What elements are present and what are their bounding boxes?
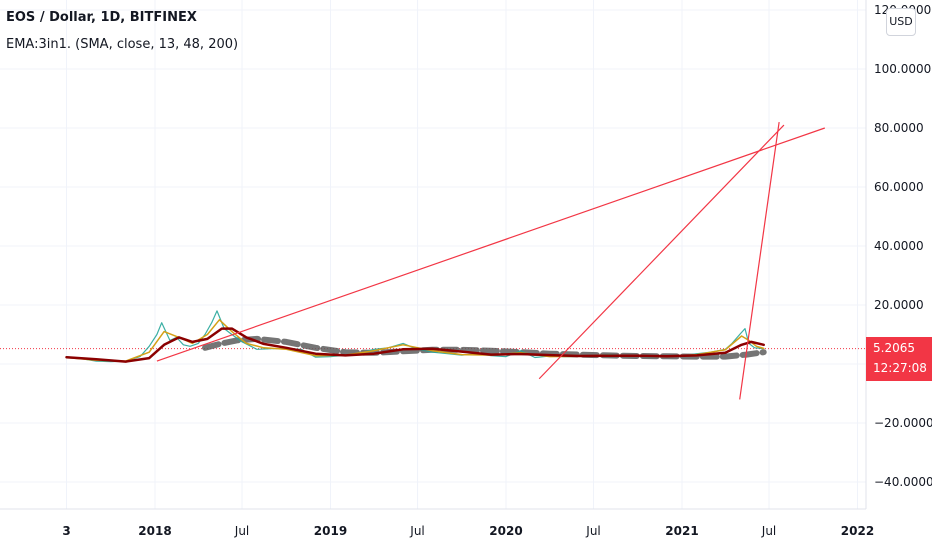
- time-axis-tick: Jul: [234, 524, 249, 538]
- time-axis-tick: 3: [62, 524, 70, 538]
- price-axis-tick: 80.0000: [874, 121, 924, 135]
- price-axis-tick: 40.0000: [874, 239, 924, 253]
- last-price-value: 5.2065: [873, 341, 915, 355]
- time-axis-tick: 2021: [665, 524, 698, 538]
- trendline-2[interactable]: [538, 124, 785, 380]
- trendline-1[interactable]: [156, 127, 826, 362]
- trendlines[interactable]: [156, 122, 826, 400]
- last-price-label: 5.2065 12:27:08: [866, 337, 932, 381]
- chart-grid: [0, 0, 866, 509]
- bar-countdown: 12:27:08: [873, 361, 927, 375]
- time-axis-tick: 2020: [489, 524, 522, 538]
- time-axis-tick: Jul: [761, 524, 776, 538]
- currency-button[interactable]: USD: [886, 8, 916, 36]
- trendline-3[interactable]: [739, 122, 780, 400]
- price-axis-tick: −40.0000: [874, 475, 932, 489]
- symbol-title: EOS / Dollar, 1D, BITFINEX: [6, 10, 197, 25]
- price-axis-tick: 100.0000: [874, 62, 931, 76]
- time-axis-tick: 2019: [314, 524, 347, 538]
- time-axis-tick: Jul: [585, 524, 600, 538]
- time-axis[interactable]: 3 2018 Jul 2019 Jul 2020 Jul 2021 Jul 2022: [62, 524, 874, 538]
- series-layer: [65, 310, 767, 363]
- price-axis[interactable]: 120.0000100.000080.000060.000040.000020.…: [874, 3, 932, 489]
- price-axis-tick: −20.0000: [874, 416, 932, 430]
- price-axis-tick: 60.0000: [874, 180, 924, 194]
- series-price: [65, 310, 765, 363]
- time-axis-tick: 2018: [138, 524, 171, 538]
- price-axis-tick: 20.0000: [874, 298, 924, 312]
- time-axis-tick: 2022: [841, 524, 874, 538]
- indicator-title[interactable]: EMA:3in1. (SMA, close, 13, 48, 200): [6, 37, 239, 52]
- time-axis-tick: Jul: [409, 524, 424, 538]
- series-mid-ma: [65, 327, 765, 363]
